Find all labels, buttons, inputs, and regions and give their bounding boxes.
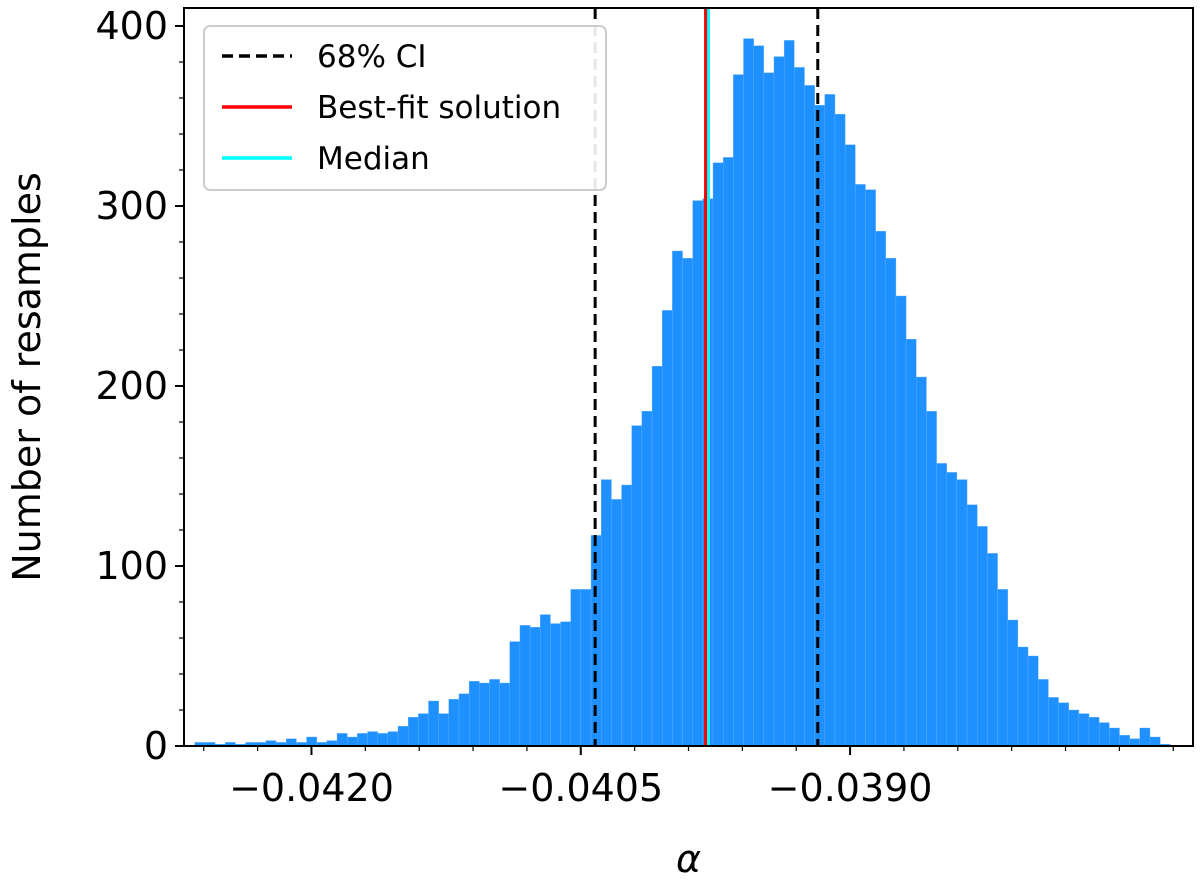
y-axis-label: Number of resamples (5, 172, 49, 582)
histogram-bar (662, 310, 673, 746)
histogram-bar (763, 72, 775, 746)
histogram-bar (1027, 655, 1039, 746)
histogram-bar (397, 726, 409, 746)
legend-box (203, 25, 607, 191)
histogram-bar (306, 736, 317, 746)
histogram-bar (611, 499, 622, 746)
histogram-bar (1078, 713, 1090, 746)
histogram-bar (844, 144, 856, 746)
histogram-bar (773, 56, 785, 746)
histogram-bar (550, 623, 561, 746)
histogram-bar (966, 504, 978, 746)
histogram-bar (641, 411, 653, 746)
histogram-bar (519, 625, 531, 746)
histogram-bar (418, 713, 429, 746)
histogram-bar (926, 411, 937, 746)
histogram-bar (580, 589, 592, 746)
histogram-bar (987, 553, 998, 746)
histogram-bar (855, 184, 866, 746)
histogram-bar (479, 682, 490, 746)
histogram-bar (865, 189, 876, 746)
histogram-bar (346, 736, 358, 746)
histogram-bar (834, 113, 846, 746)
histogram-bar (631, 425, 643, 746)
histogram-bar (367, 731, 378, 746)
histogram-bar (1098, 722, 1110, 746)
histogram-bar (407, 717, 419, 746)
histogram-bar (286, 738, 297, 746)
legend-label: Best-fit solution (317, 90, 561, 126)
histogram-bar (895, 295, 907, 746)
histogram-bar (1139, 727, 1151, 746)
y-tick-label: 200 (95, 364, 168, 408)
y-tick-label: 300 (95, 184, 168, 228)
histogram-bars (194, 38, 1171, 746)
histogram-bar (814, 104, 826, 746)
histogram-bar (1017, 646, 1029, 746)
histogram-bar (489, 679, 500, 746)
histogram-bar (336, 733, 348, 746)
histogram-bar (733, 74, 744, 746)
histogram-bar (885, 258, 897, 746)
histogram-bar (570, 589, 582, 746)
histogram-bar (672, 250, 683, 746)
histogram-bar (946, 472, 958, 746)
histogram-bar (905, 339, 917, 746)
histogram-bar (438, 713, 450, 746)
histogram-bar (1129, 738, 1141, 746)
histogram-bar (357, 733, 368, 746)
y-tick-label: 400 (95, 4, 168, 48)
histogram-bar (692, 200, 704, 746)
histogram-bar (1048, 697, 1059, 746)
histogram-bar (682, 258, 693, 746)
histogram-bar (1058, 702, 1069, 746)
histogram-bar (1088, 717, 1100, 746)
legend-label: Median (317, 141, 430, 177)
x-tick-label: −0.0420 (229, 766, 394, 810)
legend: 68% CI Best-fit solution Median (203, 25, 607, 191)
y-tick-label: 0 (144, 724, 168, 768)
histogram-bar (529, 627, 541, 746)
histogram-bar (468, 681, 480, 746)
histogram-bar (1109, 727, 1120, 746)
histogram-bar (875, 230, 886, 746)
histogram-bar (509, 641, 521, 746)
histogram-bar (722, 157, 734, 746)
histogram-bar (936, 463, 947, 746)
histogram-bar (956, 479, 968, 746)
histogram-bar (916, 376, 927, 746)
histogram-bar (458, 693, 470, 746)
histogram-bar (560, 621, 571, 746)
histogram-bar (1149, 736, 1161, 746)
histogram-bar (753, 45, 765, 746)
histogram-bar (783, 40, 795, 746)
histogram-bar (428, 700, 439, 746)
histogram-bar (1119, 735, 1130, 746)
histogram-bar (651, 366, 663, 746)
histogram-bar (1007, 619, 1019, 746)
x-axis-label: α (676, 837, 701, 881)
histogram-bar (499, 682, 510, 746)
y-tick-label: 100 (95, 544, 168, 588)
histogram-bar (621, 484, 632, 746)
x-tick-label: −0.0390 (768, 766, 933, 810)
histogram-bar (794, 67, 805, 746)
histogram-bar (448, 699, 460, 746)
histogram-bar (977, 526, 988, 746)
histogram-bar (743, 38, 754, 746)
axis-ticks: 0 100 200 300 400 −0.0420 −0.0405 −0.0390 (95, 4, 1174, 810)
histogram-bar (377, 733, 389, 746)
histogram-bar (712, 162, 724, 746)
histogram-bar (997, 589, 1008, 746)
histogram-bar (1038, 679, 1049, 746)
legend-label: 68% CI (317, 39, 427, 75)
histogram-bar (601, 479, 612, 746)
histogram-bar (1068, 709, 1080, 746)
x-tick-label: −0.0405 (498, 766, 663, 810)
histogram-bar (387, 731, 399, 746)
histogram-bar (824, 94, 836, 746)
histogram-bar (540, 614, 551, 746)
histogram-bar (804, 85, 815, 746)
